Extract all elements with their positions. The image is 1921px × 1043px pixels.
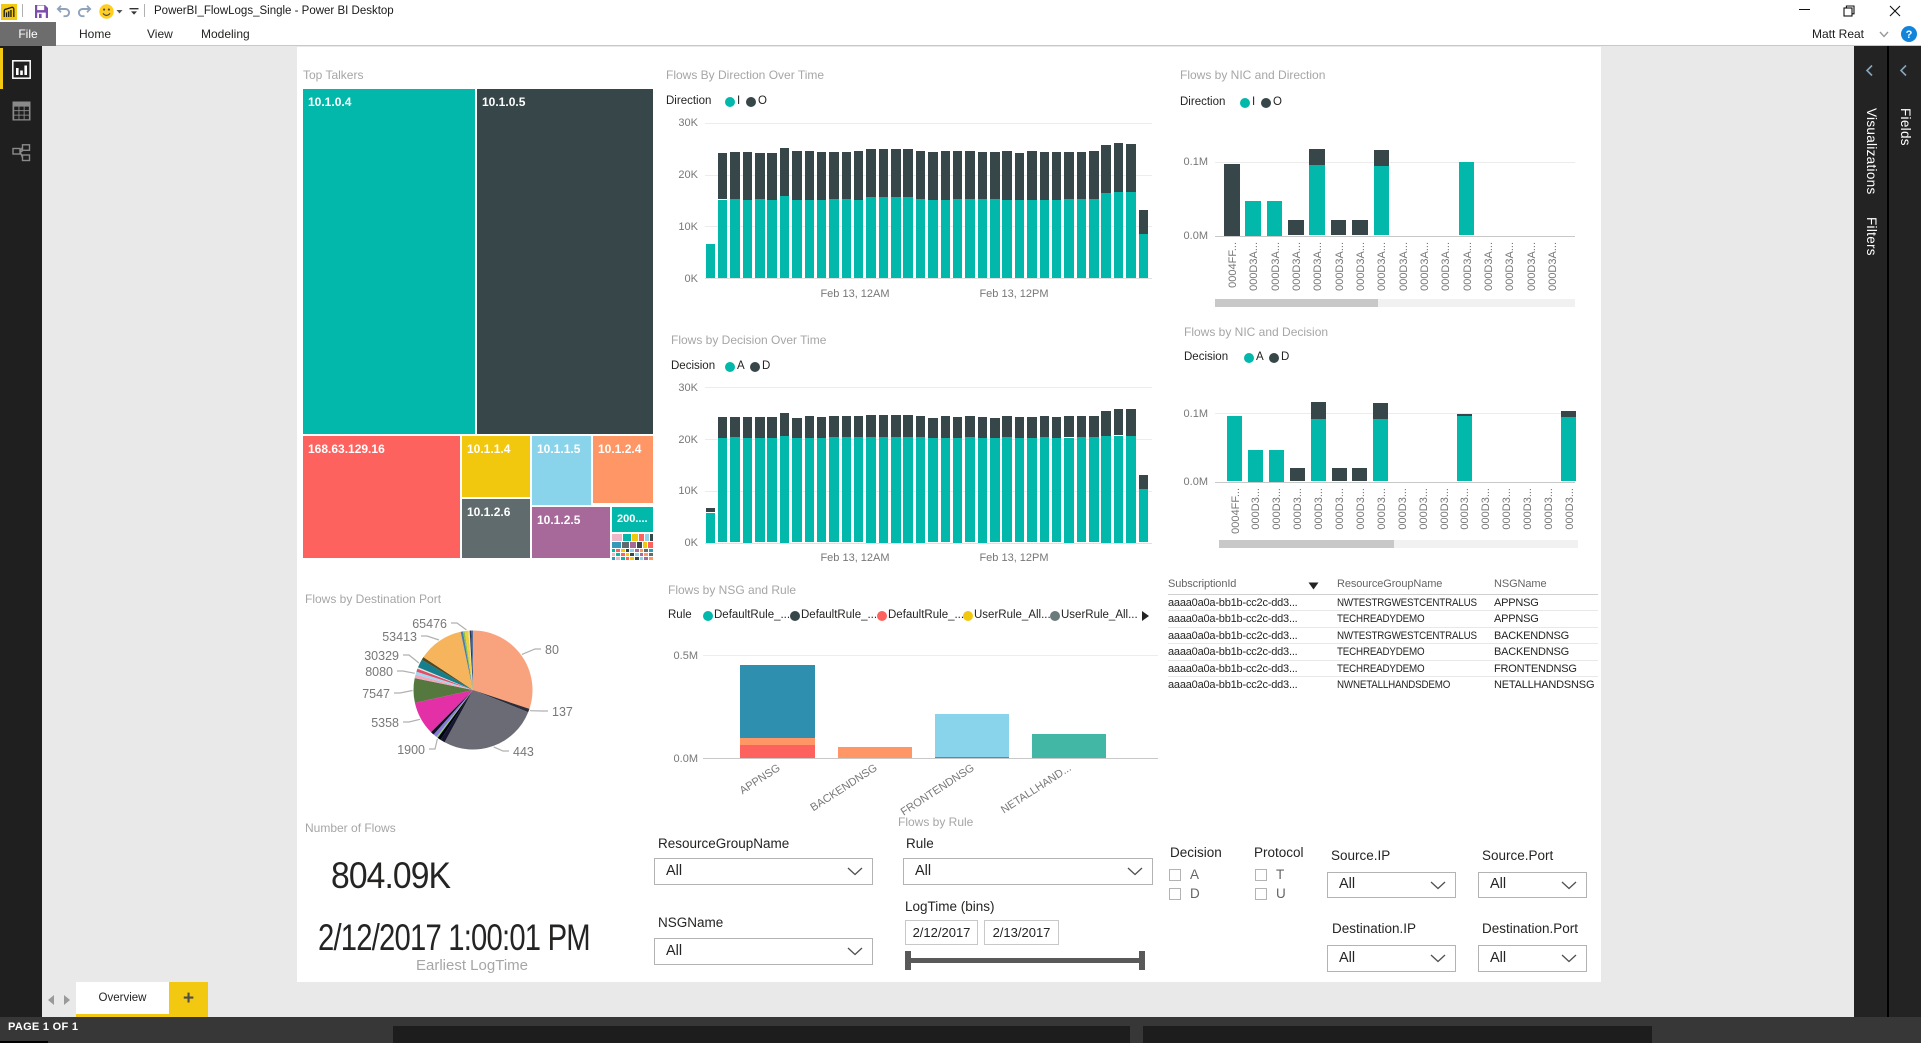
svg-text:?: ? (1906, 29, 1913, 41)
